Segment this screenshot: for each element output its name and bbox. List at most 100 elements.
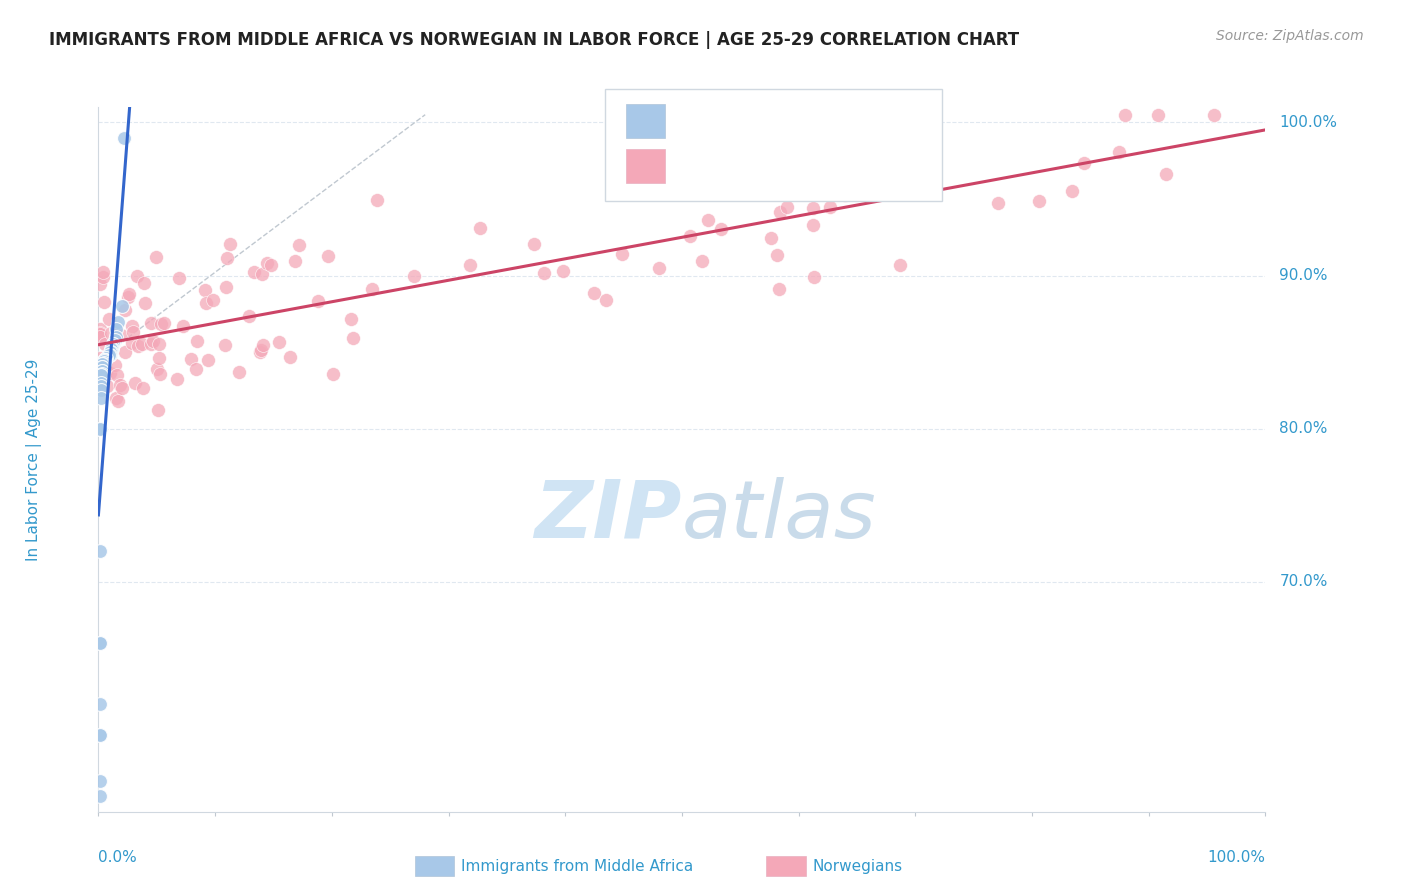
Point [202, 293, 225, 307]
Point [583, 286, 606, 301]
Point [94, 352, 117, 367]
Point [121, 318, 143, 333]
Point [91, 360, 114, 375]
Point [125, 268, 148, 283]
Point [766, 248, 789, 262]
Point [111, 381, 134, 395]
Point [90, 363, 112, 377]
Point [91, 358, 114, 372]
Point [139, 337, 162, 351]
Point [93, 336, 115, 351]
Point [458, 258, 481, 272]
Point [1114, 108, 1136, 122]
Point [105, 322, 128, 336]
Point [252, 338, 274, 352]
Point [121, 326, 143, 340]
Point [100, 345, 122, 359]
Point [252, 267, 274, 281]
Point [89, 636, 111, 650]
Point [744, 182, 766, 196]
Text: Norwegians: Norwegians [813, 859, 903, 873]
Point [763, 151, 786, 165]
Point [94, 355, 117, 369]
Point [89, 698, 111, 712]
Point [89, 728, 111, 742]
Point [89, 330, 111, 344]
Text: 0.0%: 0.0% [98, 850, 138, 865]
Point [114, 303, 136, 318]
Text: IMMIGRANTS FROM MIDDLE AFRICA VS NORWEGIAN IN LABOR FORCE | AGE 25-29 CORRELATIO: IMMIGRANTS FROM MIDDLE AFRICA VS NORWEGI… [49, 31, 1019, 49]
Point [1147, 108, 1170, 122]
Point [100, 326, 122, 340]
Point [89, 544, 111, 558]
Point [690, 253, 713, 268]
Point [214, 338, 236, 352]
Point [101, 337, 124, 351]
Point [131, 336, 153, 351]
Point [93, 354, 115, 368]
Point [89, 374, 111, 388]
Point [803, 269, 825, 284]
Point [89, 422, 111, 436]
Point [267, 335, 290, 350]
Point [90, 360, 112, 375]
Point [801, 201, 824, 215]
Point [148, 351, 170, 366]
Point [987, 196, 1010, 211]
Point [93, 356, 115, 370]
Point [801, 218, 824, 232]
Point [98, 312, 121, 326]
Point [366, 193, 388, 207]
Point [146, 362, 169, 376]
Point [101, 339, 124, 353]
Point [678, 229, 700, 244]
Point [104, 333, 127, 347]
Point [101, 337, 124, 351]
Point [322, 367, 344, 381]
Point [94, 351, 117, 366]
Point [610, 247, 633, 261]
Point [89, 728, 111, 742]
Point [121, 336, 143, 351]
Point [148, 336, 170, 351]
Point [195, 296, 218, 310]
Point [117, 290, 139, 304]
Text: 100.0%: 100.0% [1208, 850, 1265, 865]
Point [89, 326, 111, 341]
Point [1108, 145, 1130, 159]
Point [1062, 184, 1084, 198]
Text: Source: ZipAtlas.com: Source: ZipAtlas.com [1216, 29, 1364, 43]
Point [98, 367, 121, 381]
Point [91, 269, 114, 284]
Point [89, 636, 111, 650]
Point [250, 343, 273, 357]
Point [260, 258, 283, 272]
Point [89, 774, 111, 789]
Point [90, 367, 112, 381]
Point [105, 368, 128, 383]
Point [90, 376, 112, 390]
Point [307, 294, 329, 309]
Text: Immigrants from Middle Africa: Immigrants from Middle Africa [461, 859, 693, 873]
Point [217, 251, 239, 265]
Point [89, 422, 111, 436]
Point [249, 345, 271, 359]
Point [166, 372, 188, 386]
Point [124, 376, 146, 390]
Point [889, 258, 911, 272]
Point [280, 350, 302, 364]
Point [104, 328, 127, 343]
Point [595, 293, 617, 307]
Text: R = 0.604   N = 127: R = 0.604 N = 127 [679, 157, 860, 175]
Point [146, 402, 169, 417]
Text: 80.0%: 80.0% [1279, 421, 1327, 436]
Point [90, 379, 112, 393]
Point [551, 264, 574, 278]
Point [340, 311, 363, 326]
Text: 90.0%: 90.0% [1279, 268, 1327, 283]
Point [243, 265, 266, 279]
Text: atlas: atlas [682, 476, 877, 555]
Point [132, 276, 155, 290]
Point [90, 368, 112, 383]
Point [789, 162, 811, 177]
